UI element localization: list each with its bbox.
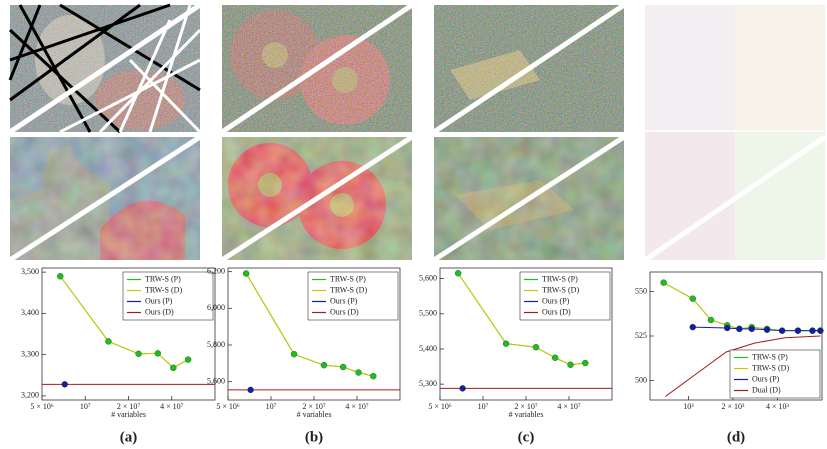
x-tick-label: 10⁷ [80, 402, 91, 411]
data-point [62, 381, 68, 387]
legend-label: TRW-S (D) [145, 285, 182, 294]
y-tick-label: 3,200 [21, 391, 39, 400]
y-tick-label: 3,500 [21, 267, 39, 276]
x-tick-label: 5 × 10⁶ [216, 402, 240, 411]
y-tick-label: 6,000 [207, 303, 225, 312]
y-tick-label: 5,800 [207, 340, 225, 349]
legend-label: Ours (P) [330, 296, 358, 305]
x-tick-label: 4 × 10⁷ [345, 402, 369, 411]
data-point [809, 328, 815, 334]
x-tick-label: 5 × 10⁶ [30, 402, 54, 411]
data-point [764, 327, 770, 333]
data-point [552, 355, 558, 361]
data-point [170, 365, 176, 371]
x-axis-label: # variables [111, 410, 146, 419]
data-point [661, 280, 667, 286]
x-axis-label: # variables [509, 410, 544, 419]
data-point [795, 328, 801, 334]
y-tick-label: 5,500 [419, 309, 437, 318]
legend: TRW-S (P) TRW-S (D) Ours (P) Ours (D) [308, 272, 398, 320]
legend-label: TRW-S (P) [752, 352, 788, 361]
x-tick-label: 4 × 10³ [766, 402, 790, 411]
x-tick-label: 10⁷ [478, 402, 489, 411]
data-point [582, 360, 588, 366]
legend-label: Dual (D) [752, 385, 781, 394]
y-tick-label: 5,400 [419, 344, 437, 353]
x-axis-label: # variables [297, 410, 332, 419]
data-point [690, 296, 696, 302]
legend-label: TRW-S (P) [330, 274, 366, 283]
noisy-image-d [645, 5, 825, 260]
caption: (a) [120, 429, 138, 445]
x-tick-label: 2 × 10³ [721, 402, 745, 411]
x-tick-label: 10³ [683, 402, 694, 411]
caption: (d) [727, 429, 745, 445]
data-point [243, 271, 249, 277]
data-point [779, 328, 785, 334]
data-point [690, 324, 696, 330]
data-point [455, 270, 461, 276]
y-tick-label: 550 [635, 286, 647, 295]
legend-label: Ours (D) [330, 307, 359, 316]
legend: TRW-S (P) TRW-S (D) Ours (P) Dual (D) [730, 350, 820, 398]
x-tick-label: 10⁷ [266, 402, 277, 411]
image-panels [10, 5, 825, 260]
x-tick-label: 5 × 10⁶ [428, 402, 452, 411]
figure: 3,2003,3003,4003,5005 × 10⁶10⁷2 × 10⁷4 ×… [0, 0, 827, 449]
legend-label: Ours (D) [145, 307, 174, 316]
legend-label: Ours (P) [542, 296, 570, 305]
data-point [291, 351, 297, 357]
data-point [749, 326, 755, 332]
y-tick-label: 525 [635, 331, 647, 340]
y-tick-label: 5,600 [419, 273, 437, 282]
data-point [533, 344, 539, 350]
data-point [185, 357, 191, 363]
legend: TRW-S (P) TRW-S (D) Ours (P) Ours (D) [520, 272, 610, 320]
data-point [817, 328, 823, 334]
data-point [370, 373, 376, 379]
legend-label: Ours (P) [145, 296, 173, 305]
data-point [57, 273, 63, 279]
data-point [356, 370, 362, 376]
x-tick-label: 4 × 10⁷ [557, 402, 581, 411]
data-point [503, 341, 509, 347]
data-point [105, 338, 111, 344]
y-tick-label: 5,600 [207, 376, 225, 385]
data-point [340, 364, 346, 370]
caption: (b) [305, 429, 323, 445]
series-line [664, 283, 821, 331]
data-point [321, 362, 327, 368]
data-point [248, 387, 254, 393]
data-point [568, 362, 574, 368]
data-point [155, 350, 161, 356]
data-point [460, 385, 466, 391]
data-point [136, 351, 142, 357]
legend-label: TRW-S (P) [542, 274, 578, 283]
legend-label: TRW-S (P) [145, 274, 181, 283]
legend-label: TRW-S (D) [752, 363, 789, 372]
legend-label: TRW-S (D) [330, 285, 367, 294]
legend-label: Ours (P) [752, 374, 780, 383]
legend: TRW-S (P) TRW-S (D) Ours (P) Ours (D) [123, 272, 213, 320]
data-point [708, 317, 714, 323]
series-line [664, 283, 821, 331]
legend-label: Ours (D) [542, 307, 571, 316]
x-tick-label: 4 × 10⁷ [160, 402, 184, 411]
y-tick-label: 3,300 [21, 349, 39, 358]
y-tick-label: 6,200 [207, 266, 225, 275]
data-point [724, 325, 730, 331]
y-tick-label: 3,400 [21, 308, 39, 317]
y-tick-label: 500 [635, 375, 647, 384]
legend-label: TRW-S (D) [542, 285, 579, 294]
y-tick-label: 5,300 [419, 379, 437, 388]
caption: (c) [518, 429, 535, 445]
data-point [736, 326, 742, 332]
